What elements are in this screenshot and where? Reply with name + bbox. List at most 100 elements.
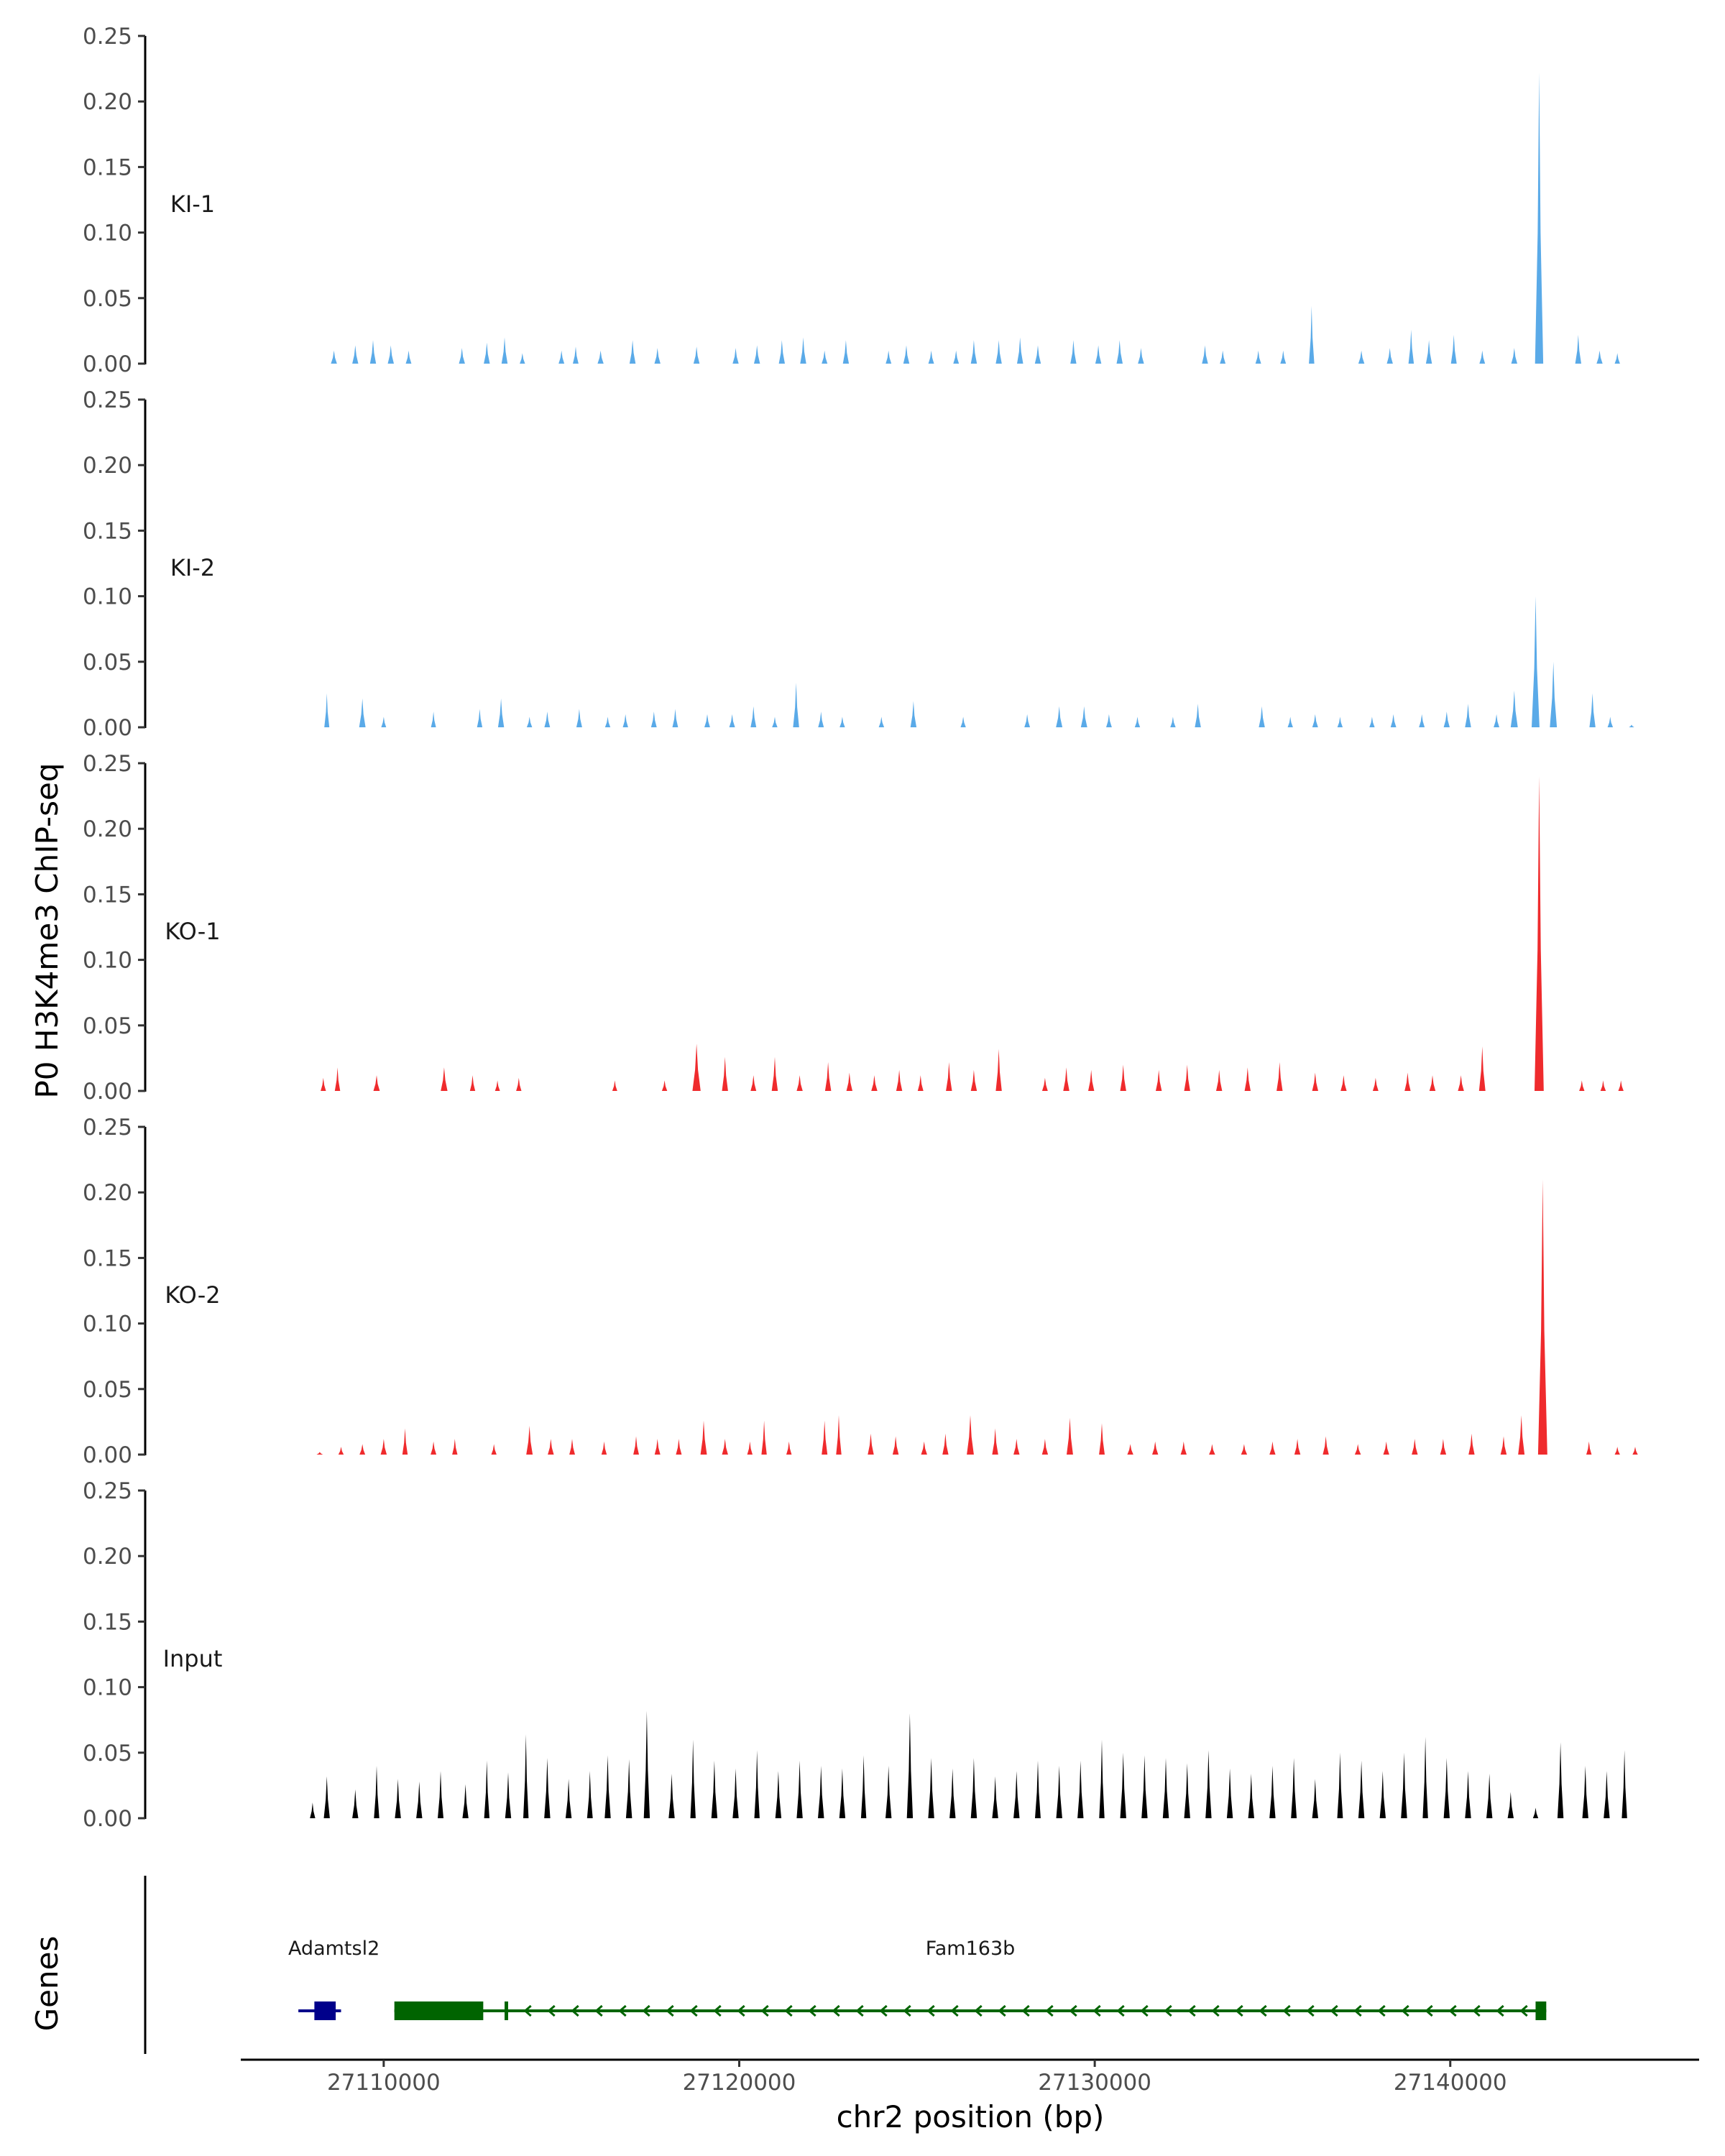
strand-chevron [713,2004,722,2017]
signal-peak [1511,348,1517,364]
signal-peak [1202,345,1208,364]
track-label: KO-2 [165,1281,220,1309]
signal-peak [1312,714,1318,727]
signal-peak [772,717,778,727]
signal-peak [860,1755,867,1818]
track-ko-2: 0.00 0.05 0.10 0.15 0.20 0.25 KO-2 [83,1115,1638,1468]
signal-peak [1550,661,1558,727]
signal-peak [1067,1417,1073,1455]
signal-peak [1614,1447,1620,1455]
signal-peak [459,348,465,364]
signal-peak [526,1425,533,1455]
signal-peak [1312,1072,1318,1091]
signal-peak [946,1061,952,1091]
strand-chevron [1496,2004,1504,2017]
signal-peak [601,1441,607,1455]
signal-peak [778,340,785,364]
signal-peak [484,342,490,364]
strand-chevron [784,2004,793,2017]
strand-chevron [1306,2004,1315,2017]
signal-peak [1309,305,1315,364]
strand-chevron [1259,2004,1267,2017]
strand-chevron [832,2004,840,2017]
strand-chevron [974,2004,983,2017]
signal-peak [1312,1779,1318,1818]
y-tick-label: 0.05 [83,1013,132,1039]
signal-peak [1241,1444,1248,1455]
signal-peak [1013,1771,1020,1818]
signal-peak [1582,1766,1588,1818]
signal-peak [1629,724,1634,727]
strand-chevron [1164,2004,1172,2017]
signal-peak [903,345,910,364]
track-ko-1: 0.00 0.05 0.10 0.15 0.20 0.25 KO-1 [83,751,1624,1105]
signal-peak [1429,1075,1436,1091]
strand-chevron [523,2004,532,2017]
signal-peak [494,1080,500,1091]
signal-peak [1195,704,1201,727]
signal-peak [1184,1763,1190,1818]
signal-peak [629,340,636,364]
strand-chevron [689,2004,698,2017]
y-tick-label: 0.20 [83,453,132,479]
signal-peak [544,1758,551,1818]
signal-peak [1596,350,1603,364]
signal-peak [1358,1760,1365,1818]
signal-peak [886,350,892,364]
signal-peak [1162,1758,1169,1818]
signal-peak [1035,1760,1041,1818]
gene-exon [505,2001,508,2020]
signal-peak [878,717,885,727]
signal-peak [380,1439,387,1455]
signal-peak [836,1415,842,1455]
signal-peak [942,1433,949,1455]
signal-peak [359,1444,366,1455]
signal-peak [1390,714,1397,727]
signal-peak [1322,1436,1329,1455]
signal-peak [1465,1771,1471,1818]
y-tick-label: 0.25 [83,24,132,50]
strand-chevron [666,2004,674,2017]
y-tick-label: 0.10 [83,1312,132,1337]
signal-peak [1618,1080,1624,1091]
y-tick-label: 0.10 [83,948,132,974]
signal-peak [1337,717,1343,727]
signal-peak [441,1067,448,1091]
signal-peak [1604,1771,1610,1818]
signal-peak [1600,1080,1606,1091]
signal-peak [704,714,710,727]
y-tick-label: 0.05 [83,1377,132,1403]
signal-peak [1209,1444,1215,1455]
signal-peak [690,1739,696,1818]
signal-peak [967,1415,974,1455]
signal-peak [387,345,394,364]
signal-peak [633,1436,639,1455]
strand-chevron [737,2004,745,2017]
y-tick-label: 0.00 [83,1079,132,1105]
signal-peak [676,1439,682,1455]
signal-peak [477,709,483,727]
strand-chevron [1353,2004,1362,2017]
signal-peak [1063,1067,1070,1091]
signal-peak [871,1075,878,1091]
signal-peak [750,706,757,727]
strand-chevron [594,2004,603,2017]
signal-peak [604,1755,611,1818]
signal-peak [1443,711,1450,727]
signal-peak [1205,1750,1212,1818]
signal-peak [693,346,700,364]
signal-peak [1494,714,1499,727]
signal-peak [970,1069,978,1091]
signal-peak [1088,1069,1095,1091]
signal-peak [1120,1752,1126,1818]
gene-label: Adamtsl2 [288,1938,380,1960]
strand-chevron [1021,2004,1030,2017]
signal-peak [654,348,661,364]
signal-peak [604,717,611,727]
signal-peak [750,1075,757,1091]
signal-peak [1070,340,1077,364]
strand-chevron [926,2004,935,2017]
signal-peak [995,340,1002,364]
signal-peak [1255,350,1261,364]
x-axis: chr2 position (bp) 27110000 27120000 27130… [241,2058,1699,2134]
